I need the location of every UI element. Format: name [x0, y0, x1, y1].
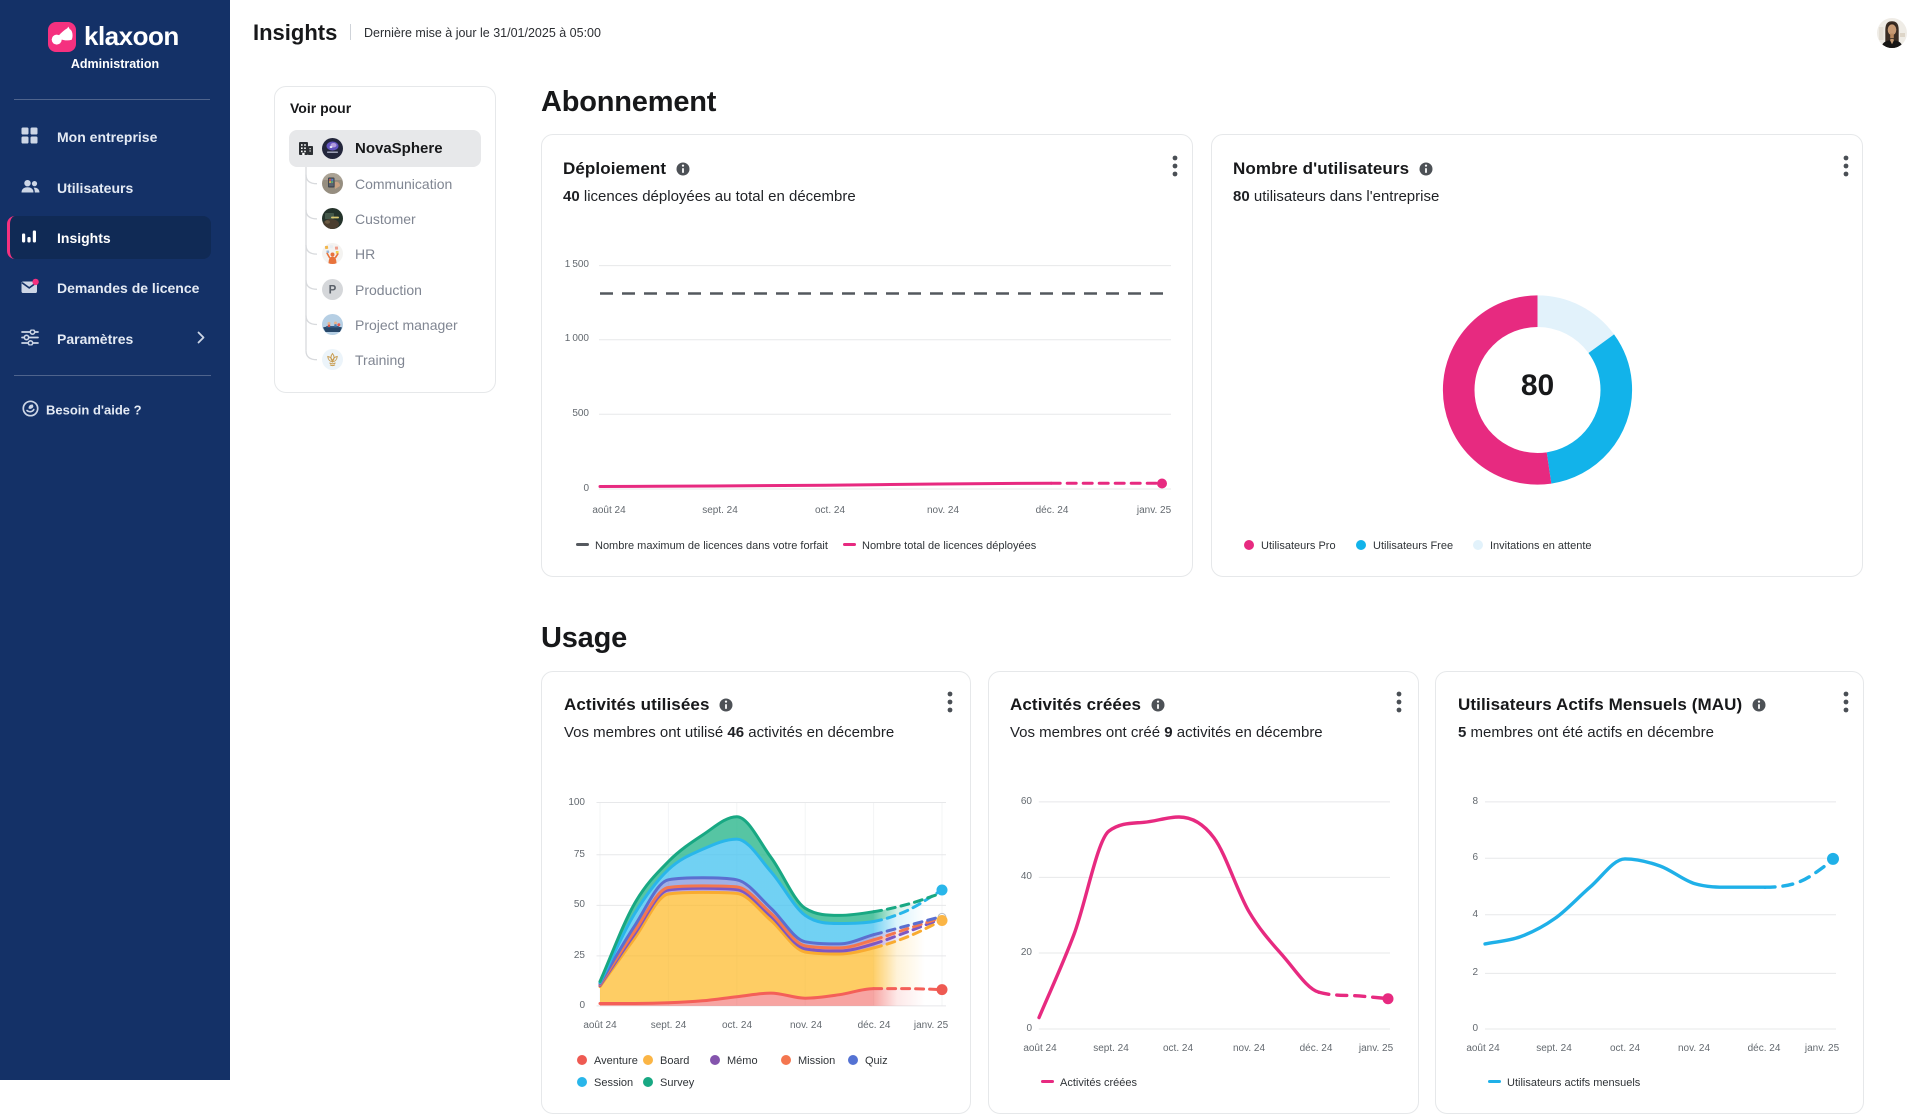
svg-text:P: P: [329, 285, 337, 297]
